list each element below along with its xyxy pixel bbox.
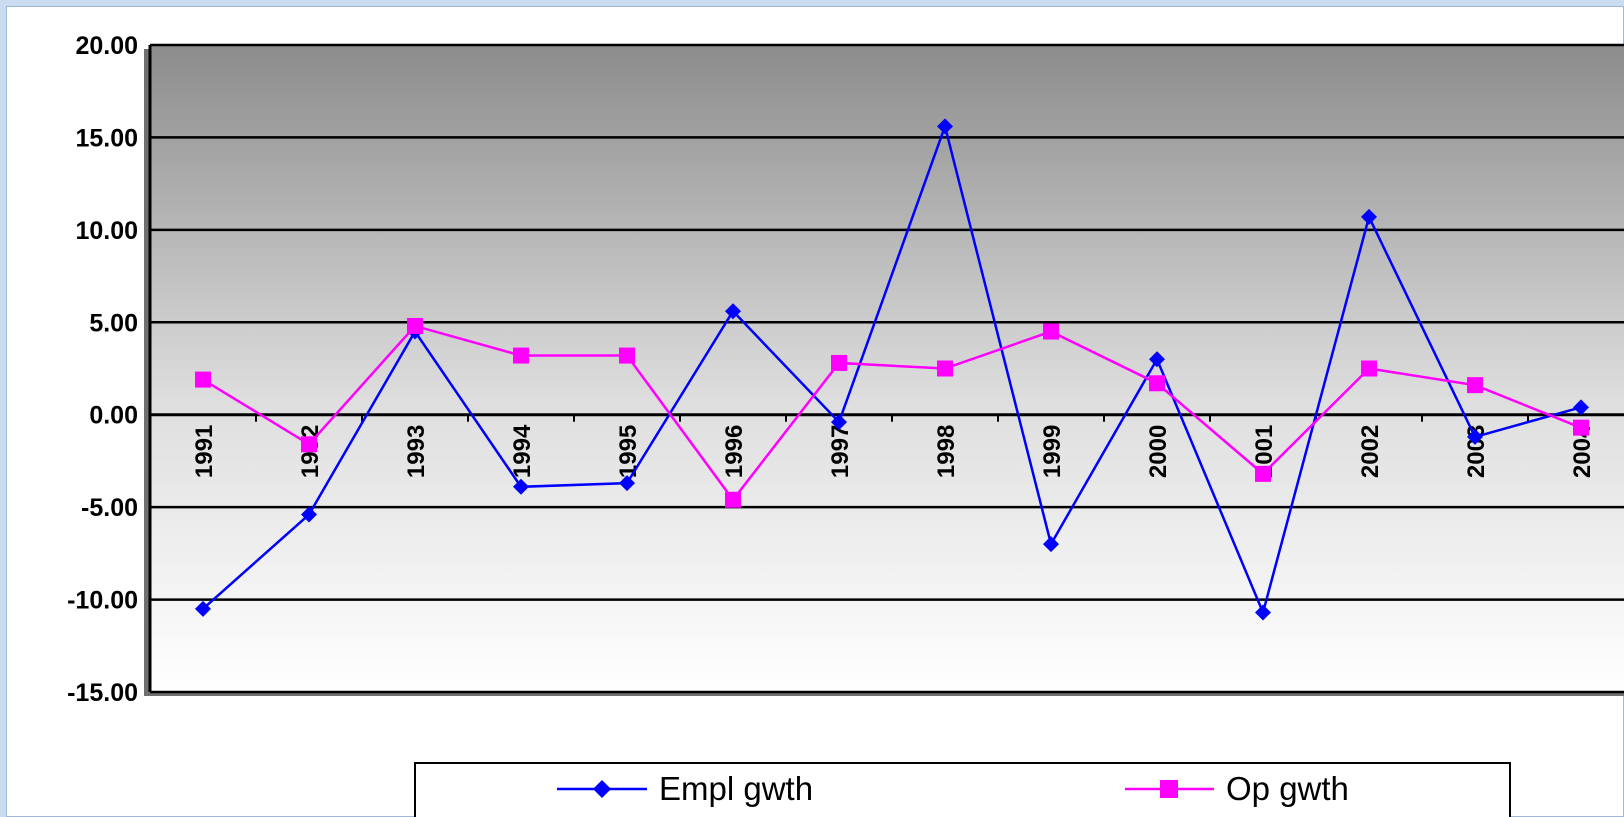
series-line-empl-gwth [202, 122, 1582, 617]
data-point-empl [513, 478, 529, 495]
y-tick-label: 0.00 [89, 402, 138, 430]
y-tick-label: 10.00 [75, 217, 138, 245]
data-point-op [1043, 323, 1059, 340]
data-point-empl [1149, 351, 1165, 368]
legend-empl-marker [593, 780, 611, 798]
plot-area [150, 45, 1624, 692]
data-point-op [1149, 375, 1165, 392]
x-tick-label: 1994 [509, 424, 536, 478]
x-tick-label: 1993 [403, 425, 430, 478]
data-point-empl [725, 303, 741, 320]
x-tick-label: 1991 [191, 425, 218, 478]
y-tick-label: 20.00 [75, 32, 138, 60]
data-point-op [725, 491, 741, 508]
data-point-empl [1361, 208, 1377, 225]
legend-empl-label: Empl gwth [659, 770, 813, 807]
y-tick-label: 5.00 [89, 309, 138, 337]
data-point-empl [1255, 604, 1271, 621]
x-tick-label: 1998 [933, 425, 960, 478]
legend-op-label: Op gwth [1226, 770, 1349, 807]
y-tick-label: -15.00 [67, 679, 138, 707]
x-tick-label: 1997 [827, 425, 854, 478]
data-point-empl [831, 414, 847, 431]
data-point-empl [195, 600, 211, 617]
data-point-op [1361, 360, 1377, 377]
y-tick-label: -10.00 [67, 587, 138, 615]
legend: Empl gwth Op gwth [414, 762, 1511, 817]
data-point-op [195, 371, 211, 388]
data-point-op [831, 354, 847, 371]
x-tick-label: 2002 [1357, 425, 1384, 478]
y-tick-label: -5.00 [81, 494, 138, 522]
y-tick-label: 15.00 [75, 124, 138, 152]
x-tick-label: 2000 [1145, 425, 1172, 478]
data-point-op [619, 347, 635, 364]
data-point-empl [619, 475, 635, 492]
data-point-empl [1467, 428, 1483, 445]
data-point-op [513, 347, 529, 364]
legend-box [414, 762, 1511, 817]
data-point-op [1467, 377, 1483, 394]
x-tick-label: 1995 [615, 425, 642, 478]
series-line-op-gwth [202, 324, 1582, 502]
data-point-empl [301, 506, 317, 523]
data-point-op [407, 317, 423, 334]
data-point-empl [1573, 399, 1589, 416]
x-tick-label: 1999 [1039, 425, 1066, 478]
data-point-op [1255, 465, 1271, 482]
data-point-op [301, 436, 317, 453]
x-tick-label: 1996 [721, 425, 748, 478]
data-point-op [937, 360, 953, 377]
legend-op-marker [1160, 780, 1178, 798]
data-point-empl [937, 118, 953, 135]
data-point-empl [1043, 536, 1059, 553]
data-point-op [1573, 419, 1589, 436]
